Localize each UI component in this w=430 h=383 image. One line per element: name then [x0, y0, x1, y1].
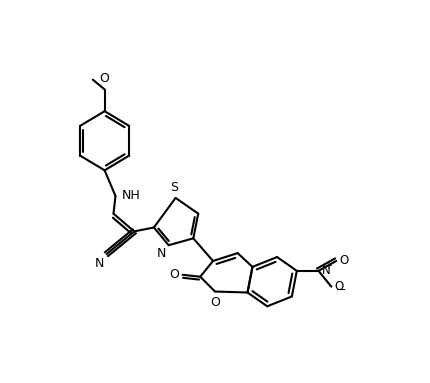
Text: O: O — [169, 268, 179, 281]
Text: N: N — [321, 264, 329, 277]
Text: O: O — [338, 254, 347, 267]
Text: NH: NH — [121, 190, 140, 203]
Text: +: + — [324, 261, 332, 271]
Text: O: O — [334, 280, 343, 293]
Text: N: N — [94, 257, 103, 270]
Text: O: O — [99, 72, 109, 85]
Text: S: S — [170, 181, 178, 194]
Text: −: − — [335, 284, 346, 297]
Text: N: N — [156, 247, 166, 260]
Text: O: O — [209, 296, 219, 309]
